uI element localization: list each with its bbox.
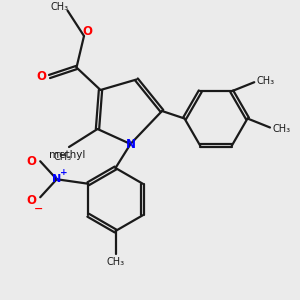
Text: N: N: [125, 137, 136, 151]
Text: +: +: [59, 168, 67, 177]
Text: CH₃: CH₃: [51, 2, 69, 13]
Text: O: O: [36, 70, 46, 83]
Text: O: O: [26, 194, 36, 207]
Text: methyl: methyl: [49, 150, 86, 161]
Text: O: O: [27, 155, 37, 168]
Text: N: N: [52, 174, 61, 184]
Text: CH₃: CH₃: [106, 257, 124, 267]
Text: −: −: [34, 204, 43, 214]
Text: CH₃: CH₃: [256, 76, 275, 86]
Text: CH₃: CH₃: [272, 124, 290, 134]
Text: CH₃: CH₃: [53, 152, 71, 162]
Text: O: O: [82, 25, 92, 38]
